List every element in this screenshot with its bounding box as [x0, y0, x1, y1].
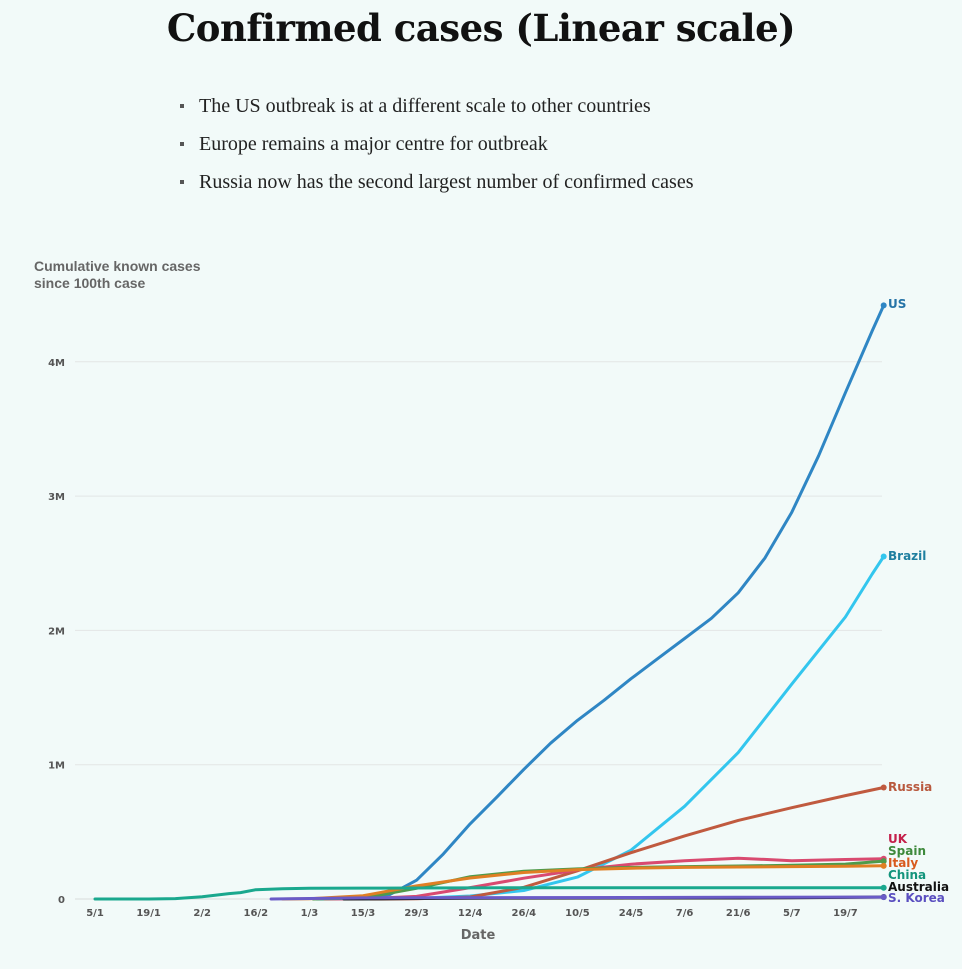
x-tick-label: 5/1 [86, 908, 104, 919]
bullet-item: The US outbreak is at a different scale … [180, 92, 694, 130]
bullet-item: Europe remains a major centre for outbre… [180, 130, 694, 168]
y-tick-label: 0 [58, 895, 65, 906]
y-tick-label: 3M [48, 492, 65, 503]
x-tick-label: 7/6 [676, 908, 694, 919]
x-tick-label: 15/3 [351, 908, 376, 919]
series-endpoint-russia [880, 784, 887, 791]
bullet-text: Europe remains a major centre for outbre… [199, 133, 548, 155]
bullet-text: The US outbreak is at a different scale … [199, 95, 651, 117]
series-line-brazil [357, 555, 886, 901]
series-endpoint-spain [880, 858, 887, 865]
bullet-marker [180, 142, 184, 146]
x-axis-ticks: 5/1 19/1 2/2 16/2 1/3 15/3 29/3 12/4 26/4 10/5 24/… [86, 908, 857, 919]
x-tick-label: 1/3 [301, 908, 319, 919]
series-label-spain: Spain [888, 844, 926, 858]
x-tick-label: 26/4 [512, 908, 537, 919]
series-labels: US Brazil Russia UKSpainItalyChinaAustralia… [888, 297, 949, 905]
series-label-us: US [888, 297, 906, 311]
x-tick-label: 5/7 [783, 908, 801, 919]
y-tick-label: 1M [48, 761, 65, 772]
series-line-italy [281, 864, 886, 901]
gridlines [75, 361, 882, 900]
series-label-uk: UK [888, 832, 908, 846]
y-tick-label: 4M [48, 358, 65, 369]
y-axis-title: Cumulative known cases since 100th case [34, 258, 201, 291]
x-tick-label: 19/1 [136, 908, 161, 919]
x-tick-label: 2/2 [193, 908, 211, 919]
series-endpoint-s-korea [880, 894, 887, 901]
summary-bullets: The US outbreak is at a different scale … [180, 92, 694, 206]
bullet-marker [180, 180, 184, 184]
x-tick-label: 19/7 [833, 908, 858, 919]
bullet-marker [180, 104, 184, 108]
series-endpoint-us [880, 302, 887, 309]
chart-title: Confirmed cases (Linear scale) [166, 6, 796, 50]
x-tick-label: 10/5 [565, 908, 590, 919]
x-tick-label: 21/6 [726, 908, 751, 919]
series-endpoint-italy [880, 862, 887, 869]
series-label-brazil: Brazil [888, 549, 926, 563]
series-line-s-korea [269, 895, 886, 901]
series-endpoint-china [880, 884, 887, 891]
series-label-australia: Australia [888, 880, 949, 894]
x-tick-label: 29/3 [404, 908, 429, 919]
series-label-italy: Italy [888, 856, 918, 870]
series-label-china: China [888, 868, 926, 882]
bullet-item: Russia now has the second largest number… [180, 168, 694, 206]
y-axis-ticks: 0 1M 2M 3M 4M [48, 358, 65, 906]
x-axis-title: Date [461, 928, 496, 943]
series-label-russia: Russia [888, 780, 932, 794]
series-line-china [93, 886, 886, 901]
x-tick-label: 12/4 [458, 908, 483, 919]
bullet-text: Russia now has the second largest number… [199, 171, 694, 193]
series-lines [93, 302, 887, 901]
series-endpoint-brazil [880, 553, 887, 560]
series-line-us [315, 303, 886, 901]
series-label-s-korea: S. Korea [888, 891, 945, 905]
x-tick-label: 24/5 [619, 908, 644, 919]
y-tick-label: 2M [48, 626, 65, 637]
x-tick-label: 16/2 [244, 908, 269, 919]
